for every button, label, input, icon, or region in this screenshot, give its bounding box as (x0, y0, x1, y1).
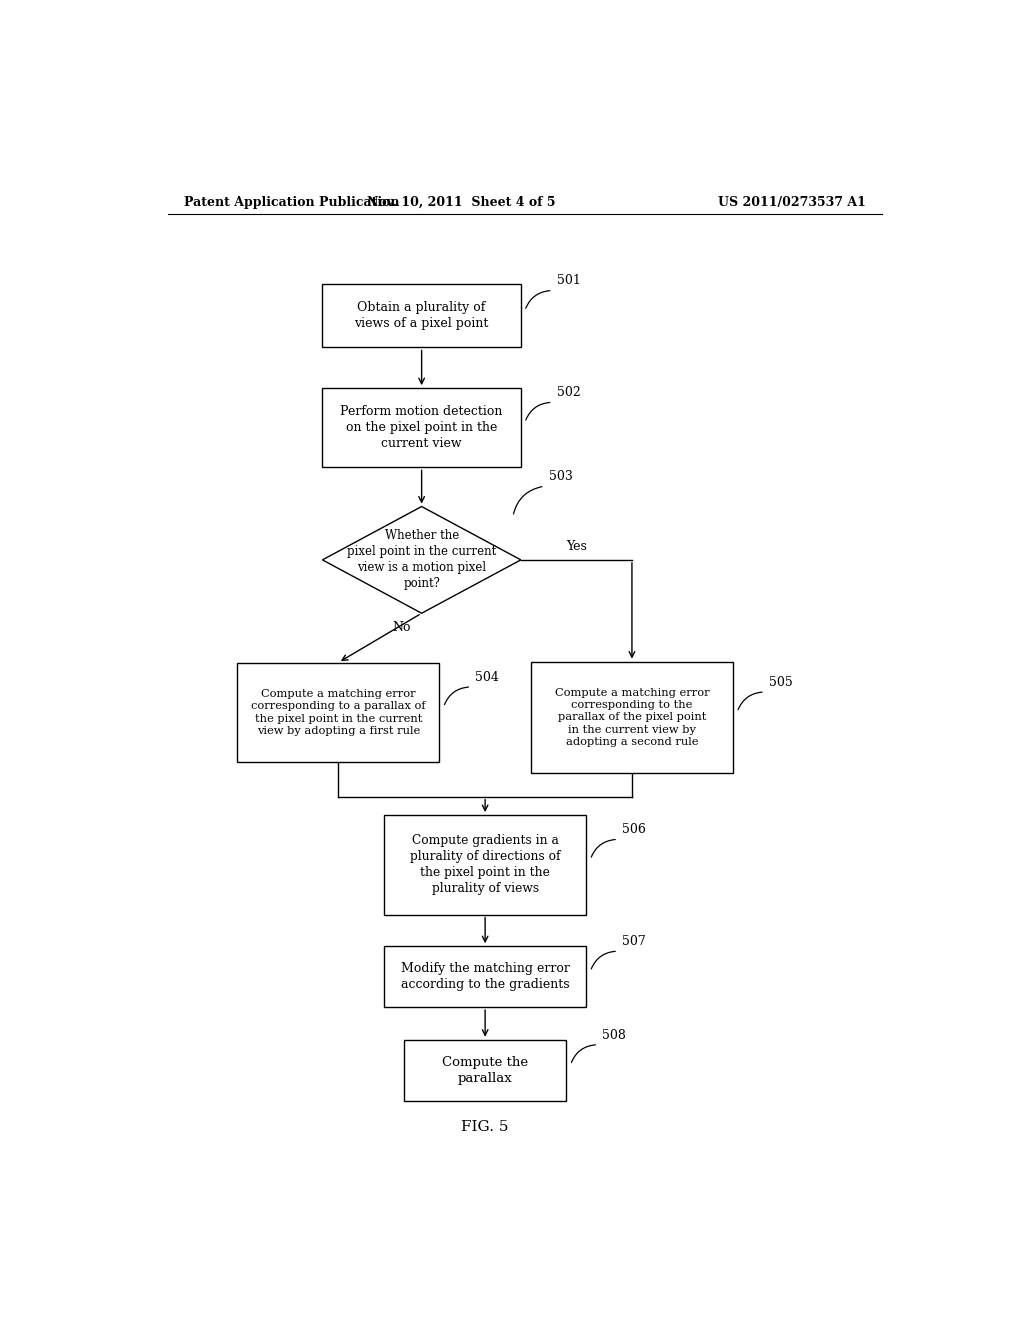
Text: Whether the
pixel point in the current
view is a motion pixel
point?: Whether the pixel point in the current v… (347, 529, 497, 590)
FancyBboxPatch shape (323, 284, 521, 347)
FancyBboxPatch shape (323, 388, 521, 467)
Text: No: No (392, 622, 411, 635)
Text: 505: 505 (769, 676, 793, 689)
Text: 507: 507 (622, 935, 646, 948)
Text: Compute a matching error
corresponding to the
parallax of the pixel point
in the: Compute a matching error corresponding t… (555, 688, 710, 747)
Text: Compute a matching error
corresponding to a parallax of
the pixel point in the c: Compute a matching error corresponding t… (251, 689, 426, 737)
Text: Compute the
parallax: Compute the parallax (442, 1056, 528, 1085)
Text: Yes: Yes (566, 540, 587, 553)
Text: Obtain a plurality of
views of a pixel point: Obtain a plurality of views of a pixel p… (354, 301, 488, 330)
Text: 508: 508 (602, 1028, 626, 1041)
Text: 502: 502 (557, 387, 581, 399)
Text: Nov. 10, 2011  Sheet 4 of 5: Nov. 10, 2011 Sheet 4 of 5 (367, 195, 556, 209)
Text: Perform motion detection
on the pixel point in the
current view: Perform motion detection on the pixel po… (340, 405, 503, 450)
Text: 504: 504 (475, 671, 499, 684)
Text: FIG. 5: FIG. 5 (462, 1121, 509, 1134)
FancyBboxPatch shape (403, 1040, 566, 1101)
FancyBboxPatch shape (238, 663, 439, 762)
Polygon shape (323, 507, 521, 614)
Text: 506: 506 (622, 824, 646, 837)
Text: Compute gradients in a
plurality of directions of
the pixel point in the
plurali: Compute gradients in a plurality of dire… (410, 834, 560, 895)
Text: Modify the matching error
according to the gradients: Modify the matching error according to t… (400, 962, 569, 991)
FancyBboxPatch shape (530, 661, 733, 774)
Text: Patent Application Publication: Patent Application Publication (183, 195, 399, 209)
Text: 501: 501 (557, 275, 581, 288)
Text: US 2011/0273537 A1: US 2011/0273537 A1 (718, 195, 866, 209)
Text: 503: 503 (549, 470, 572, 483)
FancyBboxPatch shape (384, 946, 587, 1007)
FancyBboxPatch shape (384, 814, 587, 915)
